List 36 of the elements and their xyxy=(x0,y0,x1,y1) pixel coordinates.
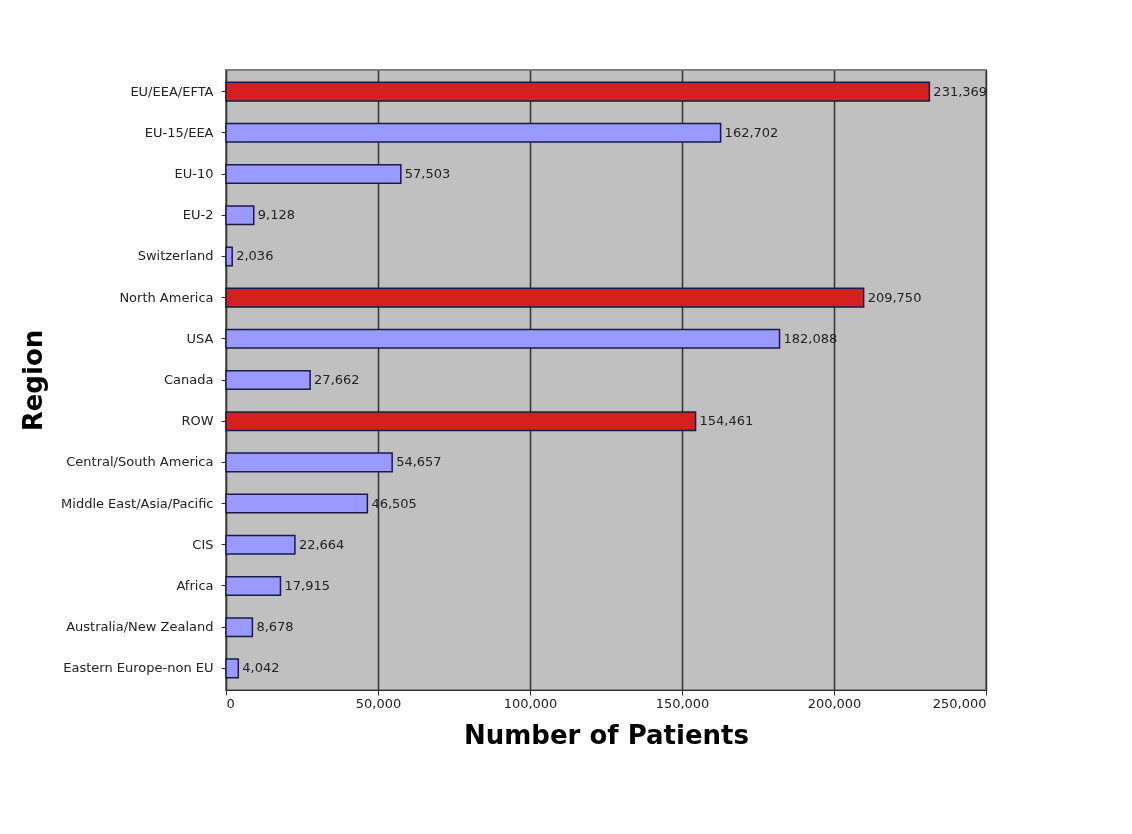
data-label: 231,369 xyxy=(933,83,988,99)
y-tick-label: Australia/New Zealand xyxy=(66,619,214,635)
y-tick-label: EU-15/EEA xyxy=(144,124,214,140)
y-tick-label: EU/EEA/EFTA xyxy=(130,83,214,99)
x-tick-label: 50,000 xyxy=(355,695,402,711)
y-tick-label: EU-10 xyxy=(174,166,214,182)
y-tick-label: North America xyxy=(119,289,214,305)
y-tick-label: Africa xyxy=(176,577,214,593)
data-label: 57,503 xyxy=(404,166,451,182)
y-tick-label: USA xyxy=(186,330,214,346)
data-label: 8,678 xyxy=(256,619,294,635)
y-tick-label: Central/South America xyxy=(66,454,214,470)
y-tick-label: EU-2 xyxy=(182,207,214,223)
x-tick-label: 200,000 xyxy=(807,695,862,711)
y-axis-title: Region xyxy=(18,329,49,432)
y-tick-label: CIS xyxy=(192,536,214,552)
data-label: 4,042 xyxy=(242,660,280,676)
data-label: 209,750 xyxy=(867,289,922,305)
x-tick-label: 0 xyxy=(226,695,235,711)
data-label: 162,702 xyxy=(724,124,779,140)
x-tick-label: 150,000 xyxy=(655,695,710,711)
data-label: 54,657 xyxy=(396,454,442,470)
y-tick-label: Eastern Europe-non EU xyxy=(63,660,214,676)
data-label: 27,662 xyxy=(314,372,360,387)
y-tick-label: ROW xyxy=(181,413,214,429)
data-label: 2,036 xyxy=(236,248,274,264)
x-axis-title: Number of Patients xyxy=(464,719,749,750)
y-tick-label: Switzerland xyxy=(137,248,214,264)
y-tick-label: Canada xyxy=(164,372,214,387)
y-tick-label: Middle East/Asia/Pacific xyxy=(61,495,214,511)
data-label: 9,128 xyxy=(257,207,295,223)
data-label: 154,461 xyxy=(699,413,754,429)
x-tick-label: 100,000 xyxy=(503,695,558,711)
data-label: 22,664 xyxy=(298,536,345,552)
data-label: 17,915 xyxy=(284,577,330,593)
x-tick-label: 250,000 xyxy=(932,695,987,711)
